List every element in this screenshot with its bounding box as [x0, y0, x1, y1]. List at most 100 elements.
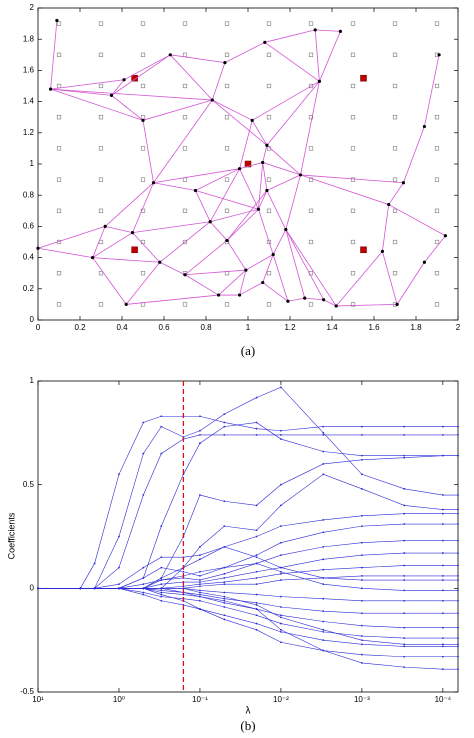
node — [55, 18, 59, 23]
grid-point — [266, 271, 272, 276]
grid-point — [266, 115, 272, 120]
series-point — [441, 579, 444, 581]
series-point — [223, 545, 226, 548]
edge — [245, 254, 274, 271]
series-point — [322, 583, 325, 586]
series-point — [360, 554, 363, 557]
series-point — [160, 599, 163, 602]
series-point — [360, 525, 363, 528]
series-point — [403, 564, 406, 567]
series-point — [403, 539, 406, 542]
edge — [315, 29, 341, 32]
grid-point — [434, 177, 440, 182]
grid-point — [350, 239, 356, 245]
edge — [266, 81, 320, 146]
grid-point — [266, 208, 272, 213]
series-point — [280, 579, 282, 581]
node — [303, 296, 307, 300]
series-point — [360, 434, 363, 436]
edge — [211, 62, 226, 101]
series-point — [142, 452, 145, 455]
series-point — [441, 626, 444, 629]
series-point — [360, 458, 363, 461]
edge — [195, 190, 211, 222]
node — [437, 53, 441, 57]
grid-point — [224, 208, 230, 213]
y-tick-label: 0 — [30, 583, 35, 592]
series-point — [142, 587, 145, 590]
x-tick-label: 1.6 — [368, 323, 380, 332]
edge — [218, 269, 247, 296]
series-point — [280, 630, 282, 633]
grid-point — [98, 302, 104, 307]
series-point — [403, 512, 406, 515]
y-tick-label: 0.5 — [23, 480, 35, 489]
series-point — [441, 494, 444, 496]
series-point — [182, 593, 185, 596]
series-point — [322, 630, 325, 633]
series-point — [403, 643, 406, 646]
node — [265, 188, 269, 193]
series-point — [280, 386, 282, 389]
series-point — [223, 597, 226, 600]
grid-point — [392, 239, 398, 245]
series-point — [280, 628, 282, 631]
edge — [212, 99, 268, 146]
series-point — [441, 508, 444, 511]
edge — [132, 182, 154, 233]
series-point — [322, 434, 325, 436]
series-point — [280, 504, 282, 507]
grid-point — [140, 177, 146, 182]
node — [225, 238, 229, 243]
series-point — [280, 566, 282, 569]
grid-point — [392, 83, 398, 89]
grid-point — [98, 271, 104, 276]
edge — [170, 54, 213, 101]
series-point — [322, 450, 325, 453]
node — [271, 252, 275, 257]
edge — [314, 29, 320, 82]
edge — [50, 88, 213, 101]
series-point — [160, 583, 163, 586]
anchor-node — [131, 74, 138, 82]
edge — [403, 126, 425, 183]
grid-point — [140, 146, 146, 151]
edge — [319, 31, 341, 82]
node — [223, 61, 227, 65]
series-point — [322, 597, 325, 600]
series-point — [142, 591, 145, 594]
grid-point — [224, 146, 230, 151]
series-point — [457, 552, 459, 554]
series-point — [223, 618, 226, 621]
series-point — [360, 487, 363, 490]
edge — [396, 262, 425, 305]
series-point — [322, 610, 325, 613]
series-point — [403, 487, 406, 490]
anchor-node — [360, 246, 367, 254]
series-point — [160, 415, 163, 418]
edge — [92, 232, 133, 258]
edge — [132, 221, 211, 234]
x-tick-label: 2 — [456, 323, 461, 332]
edge — [300, 174, 404, 184]
node — [395, 302, 399, 306]
series-point — [142, 577, 145, 579]
grid-point — [182, 302, 188, 307]
series-point — [457, 512, 459, 515]
grid-point — [350, 146, 356, 151]
edge — [92, 226, 106, 258]
edge — [239, 120, 253, 169]
series-point — [403, 666, 406, 669]
y-tick-label: 1 — [30, 159, 35, 168]
grid-point — [308, 146, 314, 151]
series-point — [457, 574, 459, 577]
series-point — [223, 601, 226, 604]
edge — [382, 204, 390, 252]
grid-point — [98, 146, 104, 151]
series-point — [322, 620, 325, 623]
grid-point — [140, 115, 146, 120]
node — [298, 173, 303, 177]
series-point — [457, 454, 459, 457]
node — [387, 202, 391, 207]
node — [322, 298, 326, 302]
